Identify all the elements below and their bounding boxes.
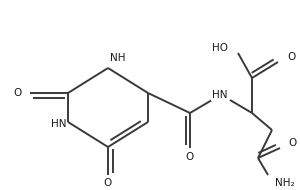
Text: HN: HN	[50, 119, 66, 129]
Text: NH: NH	[110, 53, 125, 63]
Text: O: O	[186, 152, 194, 162]
Text: O: O	[287, 52, 295, 62]
Text: HN: HN	[212, 90, 228, 100]
Text: NH₂: NH₂	[275, 178, 295, 188]
Text: HO: HO	[212, 43, 228, 53]
Text: O: O	[14, 88, 22, 98]
Text: O: O	[288, 138, 296, 148]
Text: O: O	[104, 178, 112, 188]
